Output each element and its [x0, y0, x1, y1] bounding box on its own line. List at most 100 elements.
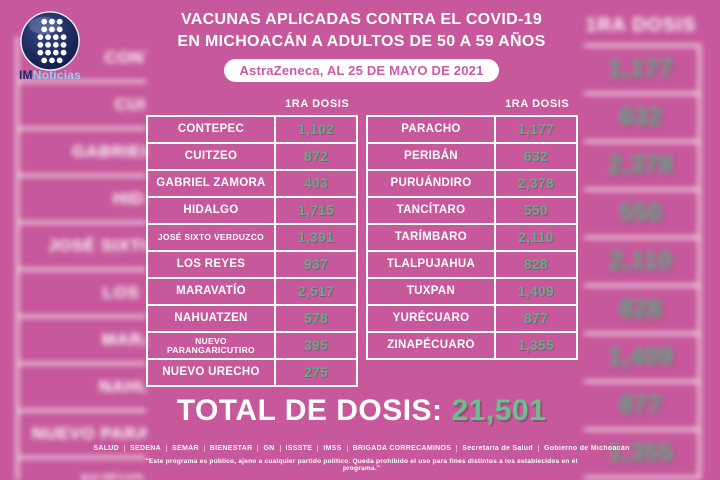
background-value-cell: 1,177	[584, 47, 698, 95]
table-right-column-header: 1RA DOSIS	[505, 98, 570, 110]
dose-value-cell: 578	[303, 311, 328, 326]
table-row: GABRIEL ZAMORA 403	[147, 171, 356, 198]
background-municipality-text: JOSÉ SIXTO VERDUZCO	[47, 236, 146, 255]
institution-logo-label: SEDENA	[130, 445, 162, 452]
background-name-cell: GABRIEL ZAMORA	[19, 130, 146, 177]
background-name-cell: NUEVO PARANGARICUTIRO	[19, 412, 146, 459]
municipality-cell: TARÍMBARO	[368, 225, 497, 250]
background-municipality-text: NUEVO PARANGARICUTIRO	[31, 424, 146, 443]
table-right-header: 1RA DOSIS	[366, 98, 578, 115]
dose-value-cell: 1,355	[517, 338, 555, 353]
institution-logo-label: SEMAR	[172, 445, 199, 452]
institution-logo: ISSSTE	[279, 445, 318, 452]
background-municipality-text: CUITZEO	[114, 95, 146, 114]
table-left-body: CONTEPEC 1,102 CUITZEO 872 GABRIEL ZAMOR…	[145, 115, 358, 387]
table-row: TANCÍTARO 550	[367, 198, 576, 225]
table-right: 1RA DOSIS PARACHO 1,177 PERIBÁN 632	[365, 98, 578, 360]
background-name-cell: HIDALGO	[19, 177, 146, 224]
table-row: YURÉCUARO 877	[367, 306, 576, 333]
total-value: 21,501	[451, 394, 547, 427]
background-name-cell: CONTEPEC	[19, 36, 146, 83]
background-municipality-text: CONTEPEC	[104, 48, 146, 67]
dose-value-cell: 550	[523, 203, 548, 218]
institution-logo-label: Gobierno de Michoacán	[543, 445, 630, 452]
dose-value-cell: 2,517	[297, 284, 335, 299]
table-row: NUEVO URECHO 275	[148, 360, 356, 385]
im-logo-text-secondary: Noticias	[32, 68, 82, 82]
background-dose-text: 2,378	[608, 151, 674, 179]
municipality-cell: TLALPUJAHUA	[368, 252, 497, 277]
table-row: TUXPAN 1,409	[367, 279, 576, 306]
background-value-cell: 2,378	[584, 143, 698, 191]
institution-logo: BRIGADA CORRECAMINOS	[346, 445, 457, 452]
background-column-header: 1RA DOSIS	[585, 15, 697, 36]
dose-value-cell: 1,409	[517, 284, 555, 299]
institution-logo: BIENESTAR	[203, 445, 258, 452]
title-line-1: VACUNAS APLICADAS CONTRA EL COVID-19	[180, 11, 543, 28]
background-dose-text: 632	[619, 103, 663, 131]
municipality-cell: NAHUATZEN	[148, 306, 277, 331]
dose-value-cell: 2,378	[517, 176, 555, 191]
municipality-cell: GABRIEL ZAMORA	[148, 171, 277, 196]
background-name-cell: NAHUATZEN	[19, 365, 146, 412]
table-row: TLALPUJAHUA 828	[367, 252, 576, 279]
table-right-header-spacer	[366, 98, 497, 115]
total-label: TOTAL DE DOSIS:	[176, 394, 443, 427]
dose-value-cell: 872	[303, 149, 328, 164]
background-municipality-text: LOS REYES	[102, 283, 146, 302]
background-name-cell: LOS REYES	[19, 271, 146, 318]
dose-value-cell: 1,391	[297, 230, 335, 245]
background-dose-text: 1,355	[608, 439, 674, 467]
dose-value-cell: 395	[303, 338, 328, 353]
table-row: NAHUATZEN 578	[147, 306, 356, 333]
institution-logo-label: GN	[263, 445, 275, 452]
municipality-cell: CUITZEO	[148, 144, 277, 169]
background-name-cell: NUEVO URECHO	[19, 459, 146, 480]
background-value-cell: 550	[584, 191, 698, 239]
municipality-cell: YURÉCUARO	[368, 306, 497, 331]
background-name-cell: JOSÉ SIXTO VERDUZCO	[19, 224, 146, 271]
background-dose-text: 828	[619, 295, 663, 323]
municipality-cell: JOSÉ SIXTO VERDUZCO	[148, 225, 277, 250]
background-name-cell: MARAVATÍO	[19, 318, 146, 365]
institution-logo: GN	[257, 445, 279, 452]
dose-value-cell: 828	[523, 257, 548, 272]
background-municipality-text: GABRIEL ZAMORA	[72, 142, 146, 161]
institution-logo: IMSS	[317, 445, 346, 452]
institution-logo-label: Secretaría de Salud	[462, 445, 533, 452]
institution-logo-label: BRIGADA CORRECAMINOS	[352, 445, 452, 452]
background-municipality-text: MARAVATÍO	[101, 330, 146, 349]
dose-value-cell: 632	[523, 149, 548, 164]
im-logo-wordmark: IMNoticias	[8, 68, 92, 82]
table-row: PERIBÁN 632	[367, 144, 576, 171]
dose-value-cell: 877	[523, 311, 548, 326]
municipality-cell: TUXPAN	[368, 279, 497, 304]
dose-value-cell: 2,110	[518, 230, 554, 245]
table-left: 1RA DOSIS CONTEPEC 1,102 CUITZEO 872	[145, 98, 358, 387]
background-value-cell: 877	[584, 383, 698, 431]
im-logo-circle-icon	[20, 11, 80, 71]
institution-logo-label: IMSS	[323, 445, 342, 452]
background-dose-text: 1,177	[608, 55, 674, 83]
municipality-cell: PURUÁNDIRO	[368, 171, 497, 196]
municipality-cell: ZINAPÉCUARO	[368, 333, 497, 358]
background-value-cell: 828	[584, 287, 698, 335]
table-right-body: PARACHO 1,177 PERIBÁN 632 PURUÁNDIRO 2,3…	[365, 115, 578, 360]
table-row: HIDALGO 1,715	[147, 198, 356, 225]
background-dose-text: 550	[619, 199, 663, 227]
table-row: LOS REYES 937	[147, 252, 356, 279]
institution-logo: Gobierno de Michoacán	[537, 445, 635, 452]
institution-logo-label: BIENESTAR	[209, 445, 253, 452]
table-left-column-header: 1RA DOSIS	[285, 98, 350, 110]
main-content: VACUNAS APLICADAS CONTRA EL COVID-19 EN …	[93, 0, 629, 480]
background-municipality-text: HIDALGO	[112, 189, 146, 208]
im-noticias-logo: IMNoticias	[8, 10, 92, 82]
background-value-cell: 1,355	[584, 431, 698, 479]
table-left-header: 1RA DOSIS	[146, 98, 358, 115]
im-logo-text-primary: IM	[18, 68, 33, 82]
background-dose-text: 2,110	[609, 247, 673, 275]
table-row: TARÍMBARO 2,110	[367, 225, 576, 252]
municipality-cell: TANCÍTARO	[368, 198, 497, 223]
background-value-cell: 2,110	[584, 239, 698, 287]
